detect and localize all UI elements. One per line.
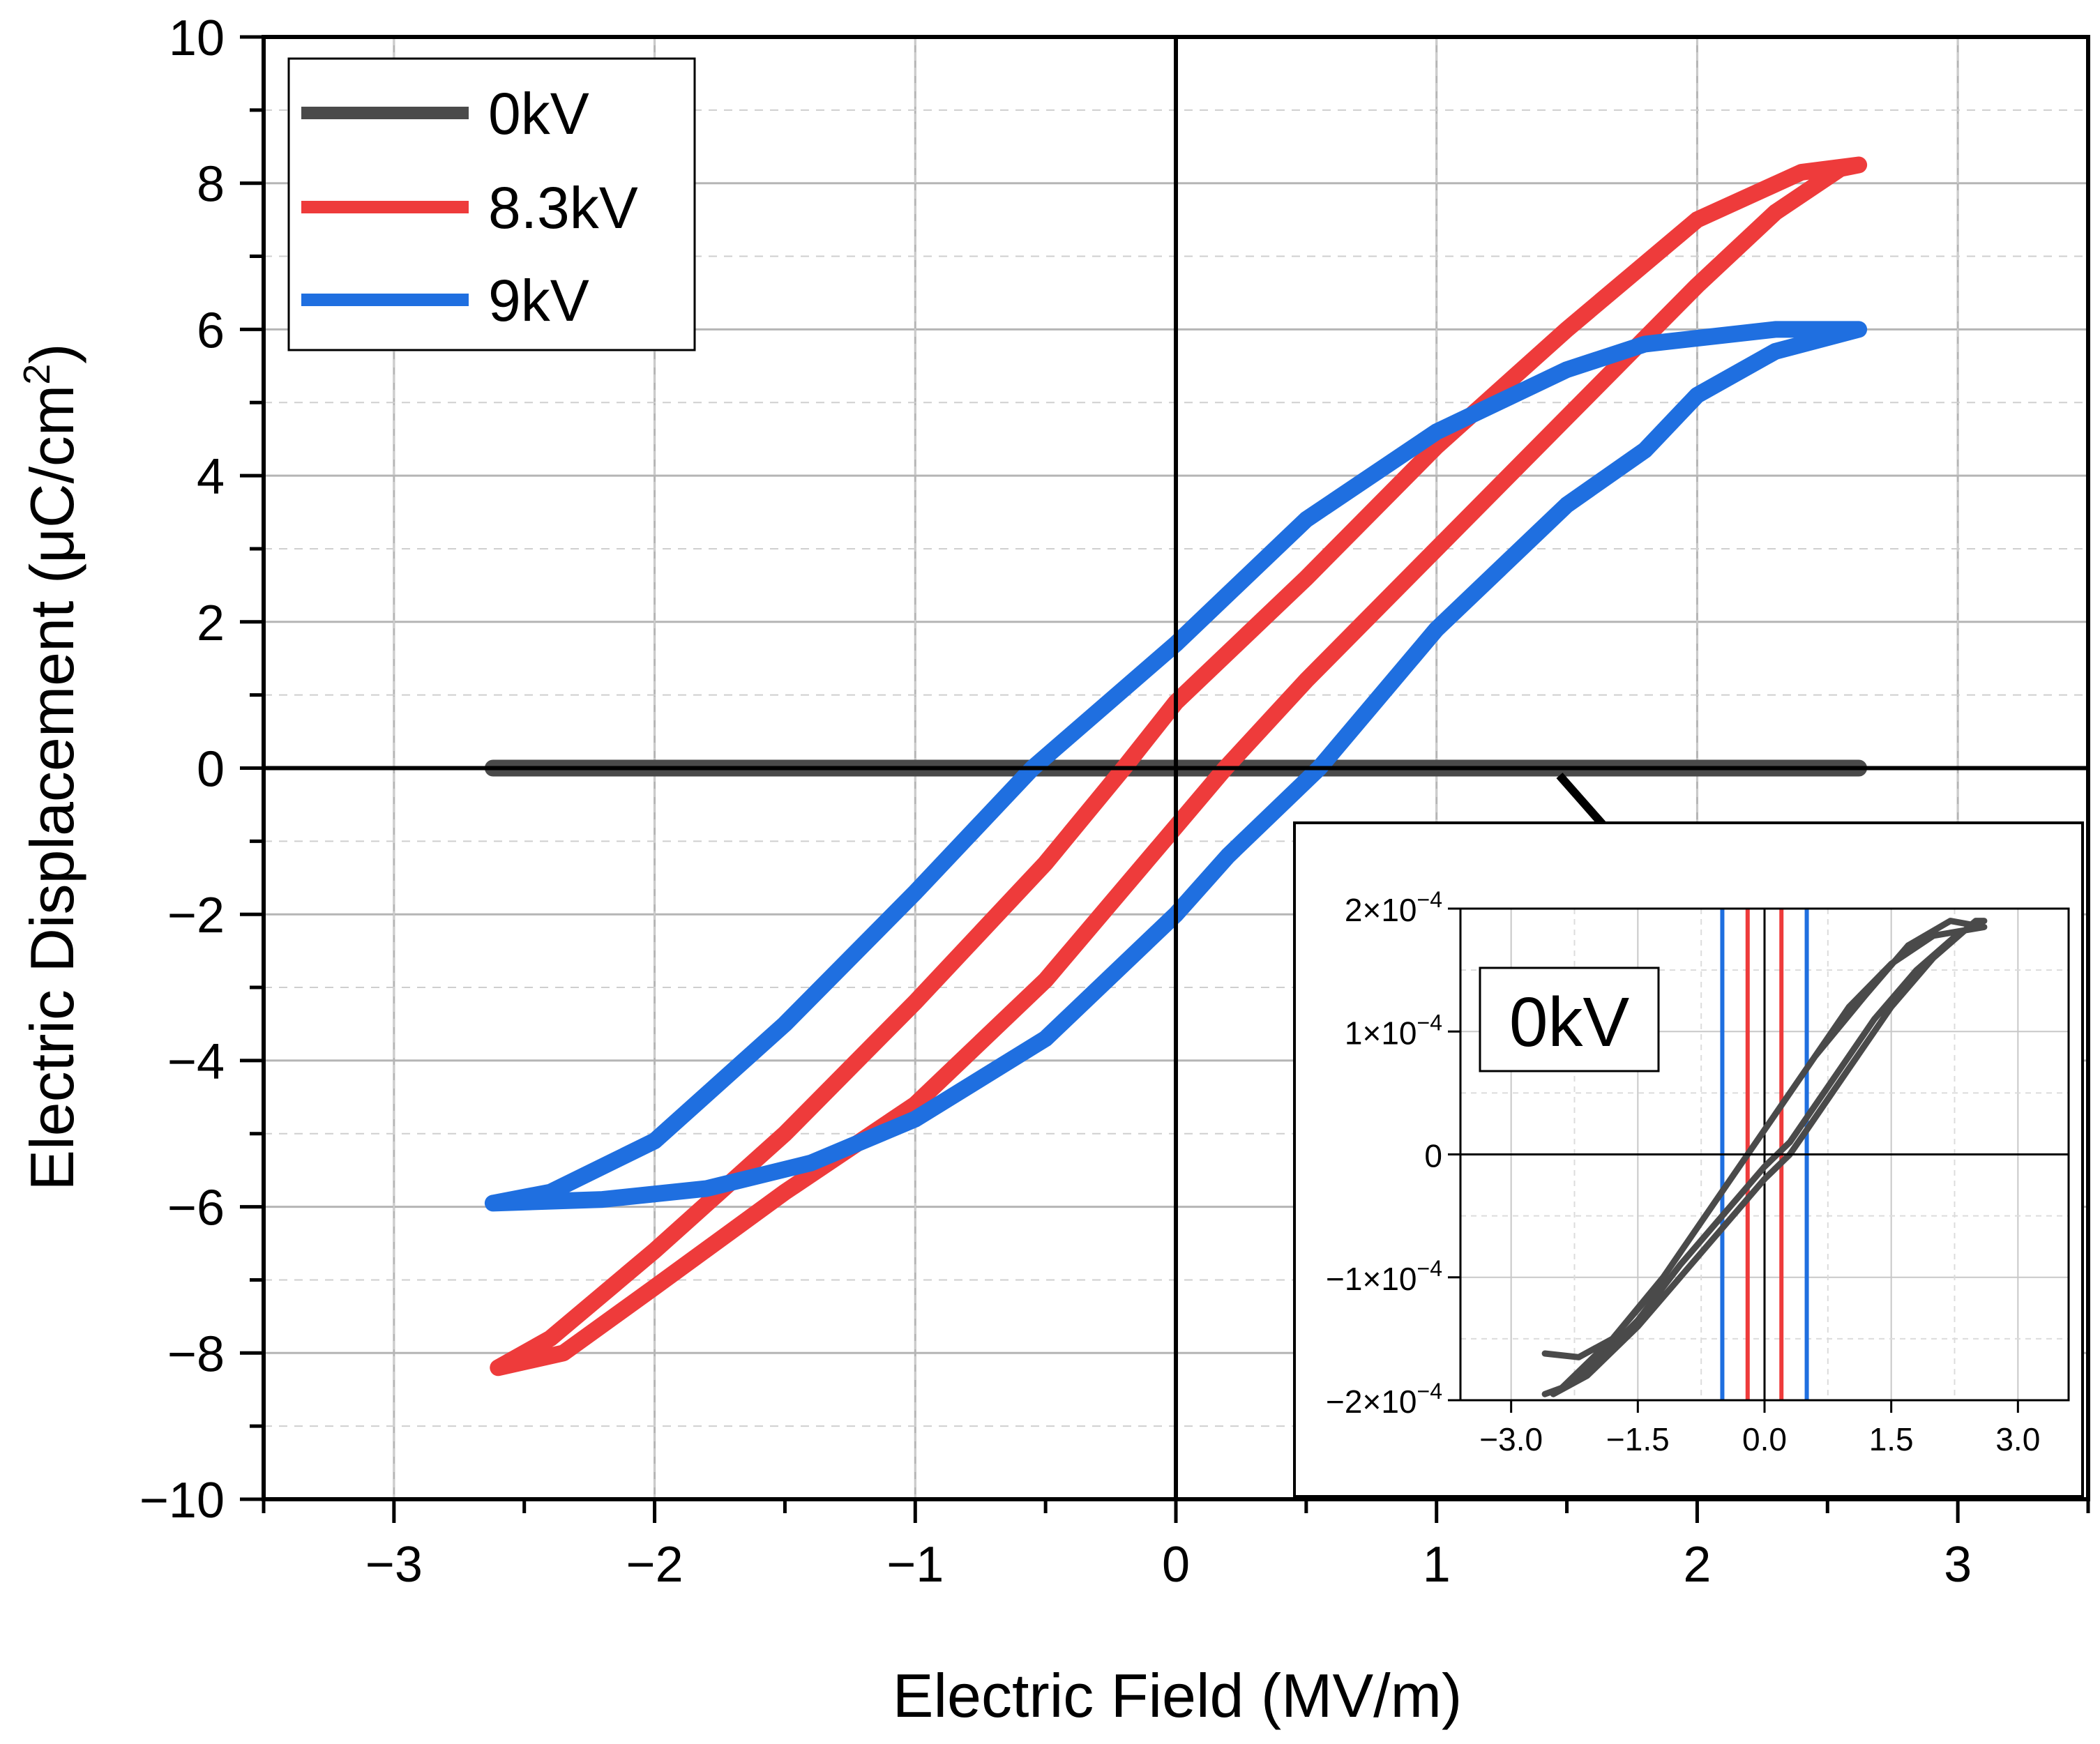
y-tick-label: 6	[197, 303, 225, 358]
inset-y-tick-label: 2×10−4	[1345, 887, 1442, 928]
inset-label-box	[1479, 966, 1660, 1072]
y-tick-label: 0	[197, 742, 225, 798]
x-axis-title: Electric Field (MV/m)	[893, 1661, 1463, 1730]
series-line-8-3kv	[490, 156, 1868, 1377]
y-tick-label: −8	[167, 1326, 225, 1382]
x-tick-label: −1	[886, 1537, 944, 1593]
y-tick-label: 8	[197, 157, 225, 213]
inset-x-tick-label: 3.0	[1995, 1421, 2040, 1457]
inset-y-tick-label: −2×10−4	[1326, 1379, 1442, 1420]
y-axis-title-superscript: 2	[16, 364, 58, 385]
y-tick-label: 2	[197, 596, 225, 651]
y-tick-label: 4	[197, 449, 225, 505]
x-tick-label: −2	[626, 1537, 683, 1593]
legend: 0kV 8.3kV 9kV	[287, 57, 696, 351]
inset-x-tick-label: 1.5	[1869, 1421, 1914, 1457]
x-tick-label: 3	[1944, 1537, 1972, 1593]
inset-series-group	[1541, 918, 1988, 1397]
series-line-9kv	[484, 321, 1868, 1212]
main-zero-lines	[264, 37, 2088, 1499]
legend-label-0kv: 0kV	[488, 81, 589, 146]
inset-series-line	[1541, 918, 1988, 1397]
y-tick-label: −10	[139, 1473, 225, 1529]
y-tick-label: −6	[167, 1181, 225, 1236]
y-tick-label: 10	[169, 10, 225, 66]
x-tick-label: −3	[365, 1537, 423, 1593]
y-axis-title-main: Electric Displacement (μC/cm	[17, 385, 86, 1191]
legend-label-8-3kv: 8.3kV	[488, 175, 638, 241]
inset-panel: −3.0 −1.5 0.0 1.5 3.0 2×10−4 1×10−4 0 −1×10−4 −2×…	[1293, 821, 2084, 1498]
inset-y-tick-label: 1×10−4	[1345, 1010, 1442, 1051]
x-tick-label: 1	[1423, 1537, 1451, 1593]
inset-series-line	[1550, 918, 1988, 1397]
inset-label: 0kV	[1509, 983, 1630, 1061]
inset-y-tick-label: 0	[1424, 1138, 1442, 1174]
y-tick-label: −2	[167, 888, 225, 943]
inset-ticks: −3.0 −1.5 0.0 1.5 3.0 2×10−4 1×10−4 0 −1×10−4 −2×…	[1326, 887, 2040, 1457]
y-axis-title-close: )	[17, 343, 86, 363]
inset-x-tick-label: −1.5	[1606, 1421, 1670, 1457]
y-axis-title: Electric Displacement (μC/cm2)	[16, 343, 86, 1190]
x-tick-label: 0	[1162, 1537, 1190, 1593]
x-tick-label: 2	[1683, 1537, 1711, 1593]
inset-y-tick-label: −1×10−4	[1326, 1256, 1442, 1297]
y-tick-label: −4	[167, 1034, 225, 1090]
legend-label-9kv: 9kV	[488, 268, 589, 333]
inset-x-tick-label: −3.0	[1479, 1421, 1543, 1457]
inset-x-tick-label: 0.0	[1742, 1421, 1787, 1457]
